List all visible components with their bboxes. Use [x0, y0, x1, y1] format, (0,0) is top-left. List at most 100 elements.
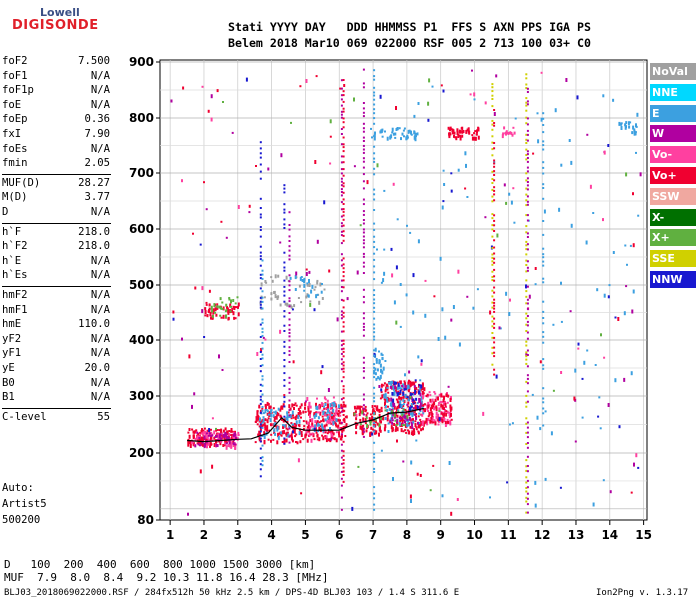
echo-point [420, 362, 423, 366]
echo-point [406, 396, 409, 399]
echo-point [310, 438, 313, 443]
echo-point [259, 457, 262, 460]
echo-point [362, 82, 365, 85]
echo-point [542, 424, 545, 427]
echo-point [387, 391, 390, 394]
x-tick-label: 8 [403, 528, 411, 542]
echo-point [401, 415, 404, 418]
echo-point [267, 403, 270, 406]
echo-point [525, 351, 528, 354]
echo-point [288, 350, 291, 353]
param-name: MUF(D) [2, 176, 41, 189]
y-tick-label: 700 [129, 166, 154, 180]
echo-point [386, 136, 389, 141]
echo-point [491, 154, 494, 157]
echo-point [573, 396, 576, 401]
echo-point [261, 378, 264, 381]
echo-point [362, 361, 365, 364]
echo-point [493, 112, 496, 116]
echo-point [255, 416, 258, 419]
echo-point [392, 182, 395, 186]
echo-point [259, 437, 262, 440]
echo-point [379, 397, 382, 400]
echo-point [542, 172, 545, 175]
echo-point [381, 357, 384, 361]
echo-point [342, 315, 345, 318]
echo-point [259, 423, 262, 426]
echo-point [565, 78, 568, 82]
echo-point [340, 94, 343, 97]
echo-point [526, 331, 529, 334]
echo-point [526, 442, 529, 444]
echo-point [381, 394, 384, 399]
echo-point [403, 414, 406, 419]
echo-point [466, 295, 469, 298]
echo-point [542, 397, 545, 400]
param-value: 218.0 [78, 240, 110, 253]
echo-point [362, 325, 365, 328]
echo-point [373, 117, 376, 120]
echo-point [526, 426, 529, 429]
echo-point [330, 432, 333, 435]
echo-point [276, 411, 278, 416]
echo-point [305, 272, 308, 276]
echo-point [313, 288, 316, 291]
echo-point [225, 236, 228, 239]
echo-point [202, 431, 205, 436]
echo-point [410, 403, 413, 407]
y-tick-label: 80 [137, 513, 154, 527]
echo-point [411, 393, 414, 396]
echo-point [407, 401, 410, 405]
echo-point [286, 414, 289, 418]
echo-point [491, 170, 494, 173]
echo-point [344, 415, 347, 418]
echo-point [542, 117, 545, 120]
echo-point [392, 132, 395, 136]
echo-point [298, 284, 301, 288]
echo-point [208, 307, 211, 311]
echo-point [378, 408, 381, 413]
echo-point [465, 129, 468, 134]
echo-point [373, 503, 376, 506]
echo-point [305, 79, 308, 83]
echo-point [233, 316, 236, 320]
echo-point [256, 423, 259, 426]
echo-point [635, 123, 637, 128]
echo-point [493, 317, 496, 320]
echo-point [581, 377, 584, 380]
echo-point [283, 439, 286, 443]
echo-point [283, 379, 286, 382]
echo-point [342, 107, 345, 110]
echo-point [623, 377, 626, 382]
echo-point [618, 425, 621, 429]
echo-point [396, 439, 398, 443]
echo-point [491, 86, 494, 89]
echo-point [437, 404, 440, 407]
echo-point [438, 417, 441, 422]
echo-point [283, 372, 286, 375]
echo-point [291, 436, 293, 441]
echo-point [570, 160, 573, 165]
echo-point [361, 429, 364, 432]
echo-point [526, 349, 529, 352]
echo-point [449, 407, 452, 412]
echo-point [333, 402, 335, 407]
echo-point [263, 431, 266, 435]
echo-point [289, 304, 292, 308]
echo-point [342, 466, 345, 469]
echo-point [635, 151, 637, 154]
echo-point [542, 364, 545, 367]
echo-point [491, 141, 494, 144]
echo-point [526, 374, 529, 377]
echo-point [268, 405, 271, 410]
echo-point [283, 400, 286, 403]
echo-point [342, 257, 345, 260]
echo-point [402, 391, 405, 396]
x-axis-ticks: 1 2 3 4 5 6 7 8 9 10 11 12 13 14 15 [166, 520, 652, 542]
echo-point [340, 380, 343, 383]
echo-point [261, 300, 264, 303]
echo-point [444, 409, 447, 412]
auto-version: 500200 [2, 514, 41, 526]
echo-point [373, 497, 376, 500]
echo-point [212, 310, 215, 315]
